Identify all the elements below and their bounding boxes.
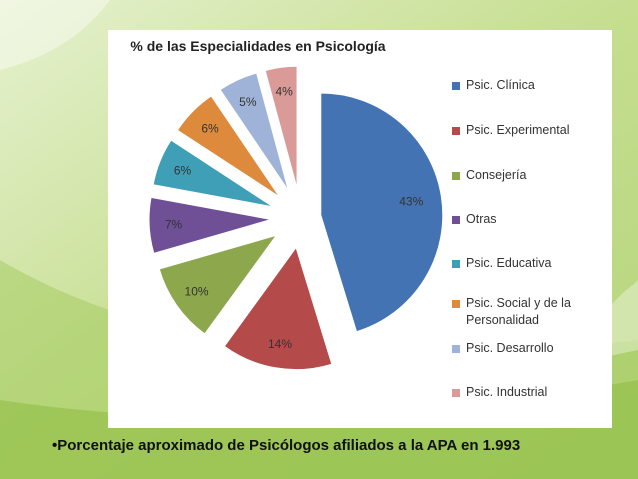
data-label-3: 10% bbox=[185, 284, 209, 298]
legend-label: Psic. Social y de la Personalidad bbox=[466, 296, 571, 327]
pie-chart: 43% 14% 10% 7% 6% 6% 5% 4% bbox=[148, 65, 444, 371]
footnote: •Porcentaje aproximado de Psicólogos afi… bbox=[52, 437, 521, 454]
pie-slice-2 bbox=[223, 246, 333, 371]
pie-slice-3 bbox=[158, 234, 278, 335]
pie-slice-4 bbox=[148, 196, 272, 254]
legend-label: Consejería bbox=[466, 168, 527, 182]
data-label-5: 6% bbox=[174, 164, 192, 178]
data-label-1: 43% bbox=[399, 194, 423, 208]
data-label-4: 7% bbox=[165, 217, 183, 231]
data-label-2: 14% bbox=[268, 337, 292, 351]
pie-slice-5 bbox=[152, 139, 274, 208]
legend-label: Psic. Desarrollo bbox=[466, 341, 554, 355]
legend-swatch bbox=[452, 260, 460, 268]
legend-label: Psic. Educativa bbox=[466, 256, 552, 270]
legend-swatch bbox=[452, 127, 460, 135]
pie-slice-8 bbox=[264, 65, 298, 189]
legend-swatch bbox=[452, 345, 460, 353]
pie-slice-1 bbox=[320, 92, 444, 333]
data-label-6: 6% bbox=[201, 122, 219, 136]
legend-swatch bbox=[452, 389, 460, 397]
data-label-8: 4% bbox=[275, 85, 293, 99]
legend-label: Otras bbox=[466, 212, 497, 226]
pie-slice-6 bbox=[176, 95, 281, 198]
chart-area: % de las Especialidades en Psicología 43… bbox=[108, 30, 612, 428]
chart-title: % de las Especialidades en Psicología bbox=[130, 38, 386, 54]
data-label-7: 5% bbox=[239, 95, 257, 109]
legend-swatch bbox=[452, 216, 460, 224]
legend-swatch bbox=[452, 82, 460, 90]
legend-label: Psic. Clínica bbox=[466, 78, 535, 92]
legend-label: Psic. Experimental bbox=[466, 123, 570, 137]
pie-slice-7 bbox=[219, 72, 289, 192]
legend-label: Psic. Industrial bbox=[466, 385, 548, 399]
legend-swatch bbox=[452, 300, 460, 308]
legend-swatch bbox=[452, 172, 460, 180]
